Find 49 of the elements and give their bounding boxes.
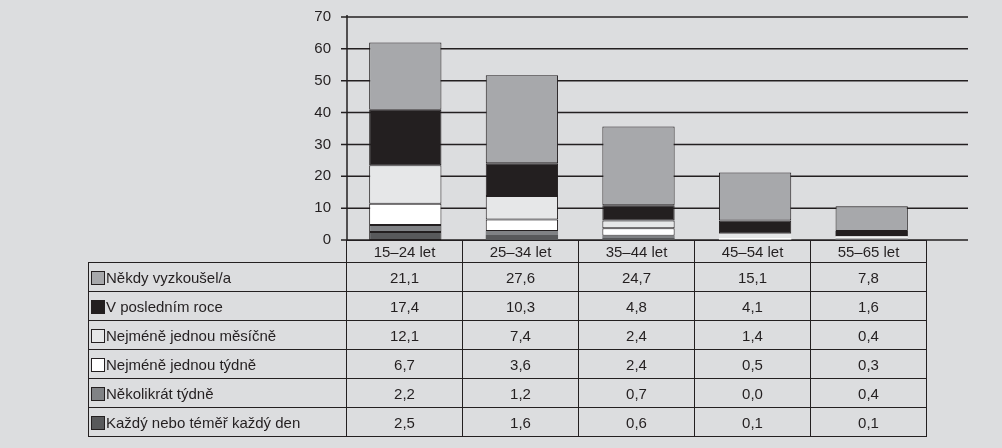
y-tick-label: 20 <box>314 166 331 184</box>
data-label: 2,4 <box>578 349 695 379</box>
x-tick-label: 35–44 let <box>578 240 695 263</box>
data-label: 0,3 <box>810 349 927 379</box>
x-tick-label: 45–54 let <box>694 240 811 263</box>
y-tick-label: 30 <box>314 134 331 152</box>
data-label: 7,8 <box>810 262 927 292</box>
data-label: 0,7 <box>578 378 695 408</box>
data-label: 4,1 <box>694 291 811 321</box>
y-tick-label: 60 <box>314 39 331 56</box>
y-tick-label: 40 <box>314 102 331 120</box>
data-label: 0,4 <box>810 320 927 350</box>
data-label: 7,4 <box>462 320 579 350</box>
data-label: 0,1 <box>810 407 927 437</box>
legend-label: Někdy vyzkoušel/a <box>88 262 347 292</box>
data-label: 24,7 <box>578 262 695 292</box>
data-label: 2,4 <box>578 320 695 350</box>
data-label: 0,1 <box>694 407 811 437</box>
data-label: 10,3 <box>462 291 579 321</box>
legend-label: Nejméně jednou měsíčně <box>88 320 347 350</box>
data-label: 3,6 <box>462 349 579 379</box>
y-tick-label: 50 <box>314 70 331 88</box>
data-label: 21,1 <box>346 262 463 292</box>
y-tick-label: 70 <box>314 7 331 25</box>
data-label: 0,4 <box>810 378 927 408</box>
data-label: 1,4 <box>694 320 811 350</box>
data-label: 1,2 <box>462 378 579 408</box>
legend-label: Několikrát týdně <box>88 378 347 408</box>
data-label: 17,4 <box>346 291 463 321</box>
data-label: 1,6 <box>810 291 927 321</box>
legend-label: V posledním roce <box>88 291 347 321</box>
data-label: 12,1 <box>346 320 463 350</box>
data-label: 4,8 <box>578 291 695 321</box>
x-tick-label: 25–34 let <box>462 240 579 263</box>
y-tick-label: 10 <box>314 198 331 216</box>
data-label: 0,6 <box>578 407 695 437</box>
data-label: 1,6 <box>462 407 579 437</box>
y-tick-label: 0 <box>322 230 331 248</box>
x-tick-label: 15–24 let <box>346 240 463 263</box>
data-label: 0,5 <box>694 349 811 379</box>
legend-label: Nejméně jednou týdně <box>88 349 347 379</box>
data-label: 0,0 <box>694 378 811 408</box>
data-label: 2,2 <box>346 378 463 408</box>
data-label: 6,7 <box>346 349 463 379</box>
data-label: 15,1 <box>694 262 811 292</box>
data-label: 2,5 <box>346 407 463 437</box>
x-tick-label: 55–65 let <box>810 240 927 263</box>
data-label: 27,6 <box>462 262 579 292</box>
legend-label: Každý nebo téměř každý den <box>88 407 347 437</box>
